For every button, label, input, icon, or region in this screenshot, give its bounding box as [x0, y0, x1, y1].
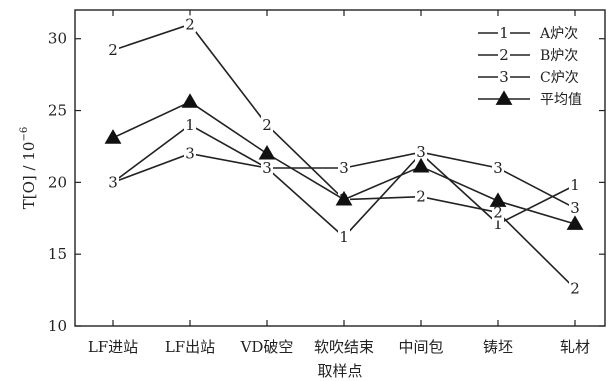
data-point: 2	[493, 204, 503, 222]
legend-marker-bg	[498, 24, 510, 41]
y-axis-title-exponent: −6	[19, 127, 30, 142]
legend-marker-bg	[498, 68, 510, 85]
data-point-triangle	[258, 144, 276, 160]
data-point-triangle	[489, 192, 507, 207]
y-tick-label: 15	[48, 245, 67, 263]
x-tick-label: 软吹结束	[314, 338, 374, 356]
legend-label: C炉次	[540, 70, 579, 86]
data-point-bg	[415, 143, 427, 161]
data-point-bg	[569, 279, 581, 297]
data-point-triangle	[566, 215, 584, 230]
data-point: 2	[262, 116, 272, 134]
data-point: 2	[570, 280, 580, 298]
legend-item: 平均值	[478, 90, 582, 108]
series-layer: 111111122222223333333	[104, 15, 584, 298]
data-point-bg	[415, 187, 427, 205]
plot-area	[74, 9, 606, 327]
data-point-bg	[184, 15, 196, 33]
data-point-bg	[184, 115, 196, 133]
data-point: 3	[262, 159, 272, 177]
data-point-bg	[338, 159, 350, 176]
data-point: 3	[570, 199, 580, 217]
y-tick-label: 30	[48, 30, 67, 48]
x-axis: LF进站 LF出站 VD破空 软吹结束 中间包 铸坯 轧材	[88, 10, 590, 356]
data-point-bg	[261, 115, 273, 133]
y-tick-label: 20	[48, 173, 67, 191]
series-4	[104, 93, 584, 230]
x-tick-label: 铸坯	[483, 338, 513, 356]
x-tick-label: VD破空	[240, 338, 294, 356]
data-point-bg	[338, 227, 350, 245]
legend-item: 1 A炉次	[478, 24, 578, 42]
data-point: 1	[339, 228, 349, 246]
data-point: 2	[108, 41, 118, 59]
legend-label: 平均值	[540, 92, 582, 108]
x-tick-label: LF出站	[165, 338, 215, 356]
data-point-bg	[184, 144, 196, 162]
y-axis-title-main: T[O] / 10	[20, 142, 38, 210]
y-tick-label: 10	[48, 317, 67, 335]
data-point-bg	[107, 41, 119, 59]
x-tick-label: 中间包	[398, 338, 443, 356]
data-point-bg	[261, 159, 273, 176]
data-point-triangle	[412, 157, 430, 173]
data-point-bg	[492, 159, 504, 176]
data-point-bg	[107, 173, 119, 191]
series-1: 1111111	[107, 115, 581, 246]
data-point: 3	[339, 159, 349, 177]
y-axis: 10 15 20 25 30	[48, 30, 605, 335]
data-point-bg	[492, 203, 504, 221]
data-point-triangle	[181, 93, 199, 108]
data-point: 1	[493, 215, 503, 233]
legend-item: 2 B炉次	[478, 46, 578, 64]
legend-marker: 3	[499, 68, 509, 86]
data-point-triangle	[104, 129, 122, 144]
y-tick-label: 25	[48, 102, 67, 120]
data-point: 1	[570, 176, 580, 194]
legend-marker-bg	[498, 46, 510, 63]
series-3: 3 3 3 3 3 3 3	[107, 143, 581, 217]
plot-border	[74, 9, 606, 327]
legend-marker-triangle	[495, 90, 513, 105]
legend-marker: 2	[499, 46, 509, 64]
legend-marker: 1	[499, 24, 509, 42]
data-point: 1	[185, 116, 195, 134]
x-axis-title: 取样点	[317, 362, 362, 380]
data-point: 2	[416, 188, 426, 206]
data-point: 3	[108, 173, 118, 191]
legend-item: 3 C炉次	[478, 68, 579, 86]
data-point-triangle	[335, 190, 353, 206]
data-point: 2	[185, 15, 195, 33]
data-point-bg	[569, 176, 581, 194]
legend-label: B炉次	[540, 48, 578, 64]
data-point-bg	[569, 199, 581, 217]
data-point: 3	[416, 143, 426, 161]
x-tick-label: 轧材	[560, 338, 590, 356]
legend-label: A炉次	[539, 26, 578, 42]
y-axis-title: T[O] / 10−6	[19, 127, 38, 209]
data-point: 3	[185, 145, 195, 163]
x-tick-label: LF进站	[88, 338, 138, 356]
data-point: 3	[493, 159, 503, 177]
